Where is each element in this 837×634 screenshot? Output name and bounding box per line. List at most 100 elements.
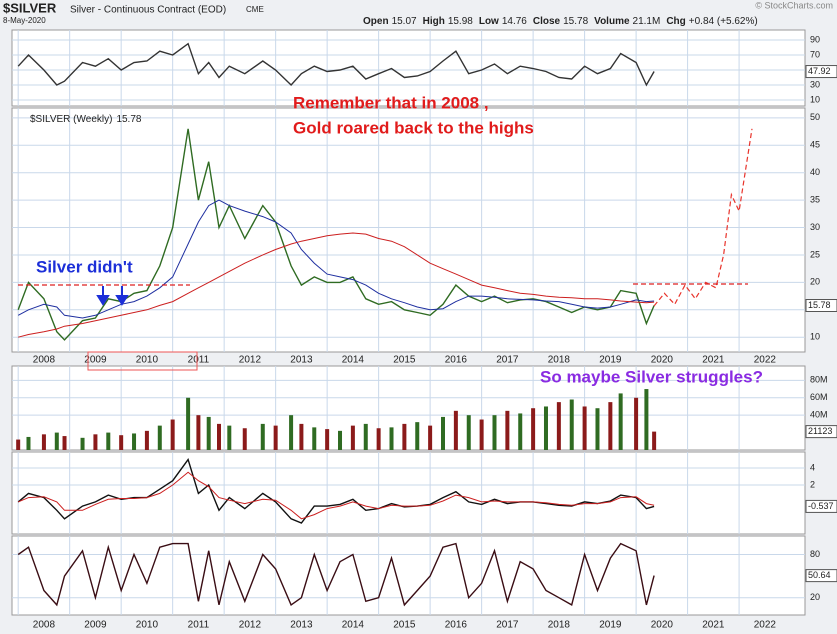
instrument-name: Silver - Continuous Contract (EOD) <box>70 5 226 16</box>
x-tick-label: 2008 <box>33 355 56 366</box>
volume-bar <box>389 427 394 450</box>
x-tick-label: 2012 <box>239 355 262 366</box>
last-value-box <box>805 65 837 79</box>
x-tick-label: 2018 <box>548 620 571 631</box>
volume-bar <box>350 425 355 450</box>
volume-bar <box>644 389 649 450</box>
last-value: 21123 <box>808 426 832 436</box>
last-value: 15.78 <box>808 300 831 310</box>
volume-bar <box>132 433 137 450</box>
volume-bar <box>62 436 67 450</box>
quote-value: 15.07 <box>392 16 417 27</box>
y-tick-label: 25 <box>810 249 820 259</box>
x-tick-label: 2021 <box>702 355 725 366</box>
volume-bar <box>312 427 317 450</box>
volume-bar <box>492 415 497 450</box>
last-value: 47.92 <box>808 66 831 76</box>
volume-bar <box>273 425 278 450</box>
volume-bar <box>618 393 623 450</box>
quote-value: 21.1M <box>633 16 661 27</box>
x-tick-label: 2012 <box>239 620 262 631</box>
volume-bar <box>196 415 201 450</box>
annotation: Silver didn't <box>36 257 133 276</box>
y-tick-label: 30 <box>810 222 820 232</box>
x-tick-label: 2021 <box>702 620 725 631</box>
quote-value: 15.78 <box>563 16 588 27</box>
volume-bar <box>170 419 175 450</box>
volume-bar <box>518 413 523 450</box>
volume-bar <box>531 408 536 450</box>
volume-bar <box>543 406 548 450</box>
series-line <box>18 471 655 520</box>
y-tick-label: 70 <box>810 49 820 59</box>
x-tick-label: 2009 <box>84 620 107 631</box>
volume-bar <box>376 428 381 450</box>
y-tick-label: 80M <box>810 375 828 385</box>
panel <box>11 535 806 616</box>
x-tick-label: 2020 <box>651 355 674 366</box>
volume-bar <box>441 416 446 450</box>
volume-bar <box>106 432 111 450</box>
x-tick-label: 2019 <box>599 620 622 631</box>
annotation: Gold roared back to the highs <box>293 118 534 137</box>
y-tick-label: 90 <box>810 34 820 44</box>
legend-value: 15.78 <box>116 114 141 125</box>
x-tick-label: 2009 <box>84 355 107 366</box>
volume-bar <box>428 425 433 450</box>
volume-bar <box>402 423 407 450</box>
y-tick-label: 10 <box>810 332 820 342</box>
last-value-box <box>805 299 837 313</box>
quote-value: 15.98 <box>448 16 473 27</box>
quote-value: +0.84 (+5.62%) <box>689 16 758 27</box>
x-tick-label: 2011 <box>188 620 210 631</box>
volume-bar <box>338 430 343 450</box>
x-tick-label: 2018 <box>548 355 571 366</box>
last-value-box <box>805 569 837 583</box>
y-tick-label: 30 <box>810 79 820 89</box>
quote-label: High <box>423 16 445 27</box>
last-value: -0.537 <box>808 501 834 511</box>
volume-bar <box>54 432 59 450</box>
volume-bar <box>582 406 587 450</box>
volume-bar <box>466 415 471 450</box>
volume-bar <box>299 423 304 450</box>
last-value-box <box>805 499 837 513</box>
y-tick-label: 40 <box>810 167 820 177</box>
volume-bar <box>157 425 162 450</box>
x-tick-label: 2013 <box>290 355 313 366</box>
symbol: $SILVER <box>3 0 57 15</box>
y-tick-label: 4 <box>810 462 815 472</box>
y-tick-label: 80 <box>810 549 820 559</box>
x-tick-label: 2015 <box>393 355 416 366</box>
volume-bar <box>227 425 232 450</box>
volume-bar <box>556 402 561 450</box>
x-tick-label: 2015 <box>393 620 416 631</box>
x-tick-label: 2022 <box>754 620 777 631</box>
quote-label: Volume <box>594 16 630 27</box>
x-tick-label: 2013 <box>290 620 313 631</box>
volume-bar <box>260 423 265 450</box>
annotation: Remember that in 2008 , <box>293 93 489 112</box>
volume-bar <box>41 434 46 450</box>
y-tick-label: 2 <box>810 479 815 489</box>
x-tick-label: 2014 <box>342 620 365 631</box>
volume-bar <box>479 419 484 450</box>
quote-label: Low <box>479 16 499 27</box>
volume-bar <box>505 410 510 450</box>
x-tick-label: 2017 <box>496 620 519 631</box>
volume-bar <box>363 423 368 450</box>
legend-name: $SILVER (Weekly) <box>30 114 112 125</box>
y-tick-label: 50 <box>810 112 820 122</box>
volume-bar <box>242 428 247 450</box>
highlight-box <box>87 351 198 371</box>
volume-bar <box>26 436 31 450</box>
volume-bar <box>325 429 330 450</box>
x-tick-label: 2020 <box>651 620 674 631</box>
date: 8-May-2020 <box>3 16 46 25</box>
series-line <box>17 199 655 319</box>
volume-bar <box>16 439 21 450</box>
y-tick-label: 45 <box>810 140 820 150</box>
volume-bar <box>289 415 294 450</box>
series-line <box>17 42 655 87</box>
